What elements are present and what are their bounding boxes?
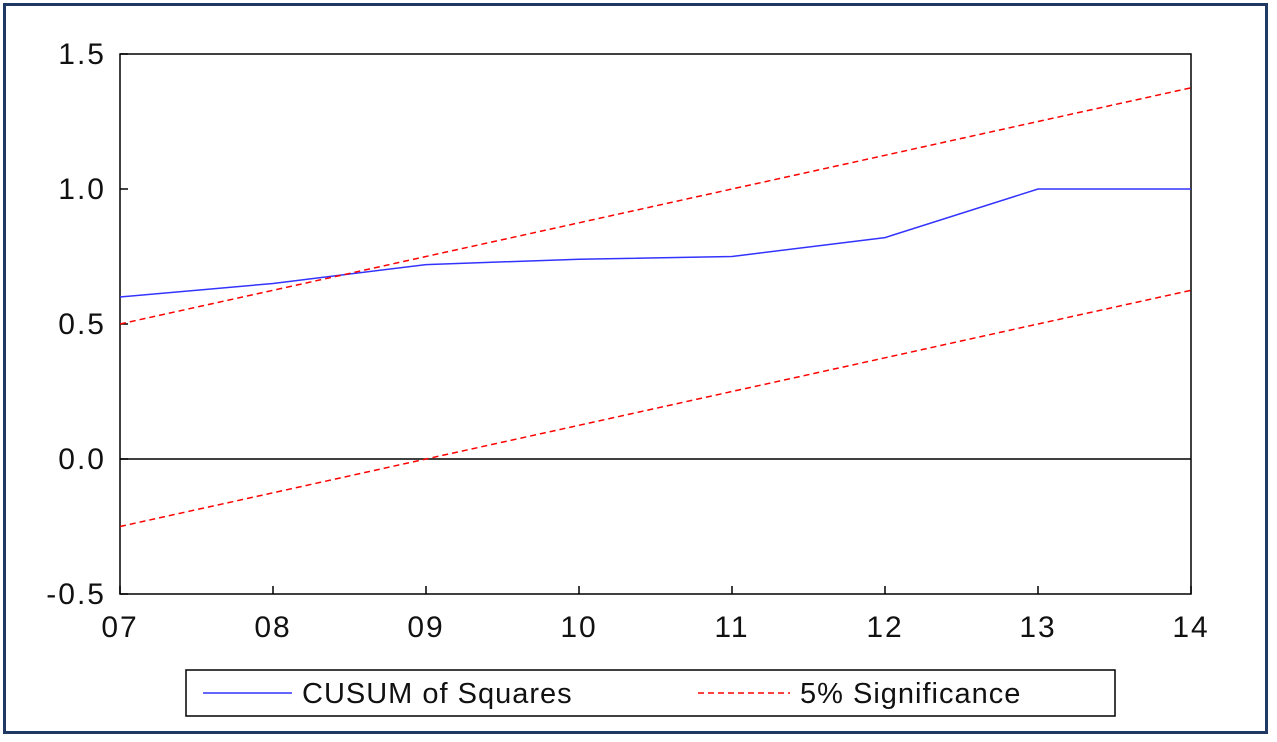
legend-box	[185, 669, 1116, 717]
x-tick-label: 08	[254, 611, 291, 644]
x-tick-label: 10	[560, 611, 597, 644]
cusum-of-squares-line	[119, 188, 1191, 298]
x-tick-label: 13	[1019, 611, 1056, 644]
legend-label-significance: 5% Significance	[800, 678, 1021, 710]
significance-upper-line	[119, 87, 1192, 325]
y-tick-label: -0.5	[46, 578, 106, 611]
legend: CUSUM of Squares 5% Significance	[185, 669, 1116, 717]
x-tick-label: 07	[101, 611, 138, 644]
legend-label-cusum: CUSUM of Squares	[302, 678, 573, 710]
x-tick-label: 12	[866, 611, 903, 644]
x-tick-label: 14	[1172, 611, 1209, 644]
y-tick-label: 1.0	[58, 173, 106, 206]
plot-area	[119, 53, 1192, 595]
x-tick-label: 11	[714, 611, 749, 644]
chart-frame	[3, 3, 1268, 734]
significance-lower-line	[119, 289, 1192, 528]
y-tick-label: 0.0	[58, 443, 106, 476]
y-tick-label: 0.5	[58, 308, 106, 341]
x-tick-label: 09	[407, 611, 444, 644]
y-tick-label: 1.5	[58, 38, 106, 71]
